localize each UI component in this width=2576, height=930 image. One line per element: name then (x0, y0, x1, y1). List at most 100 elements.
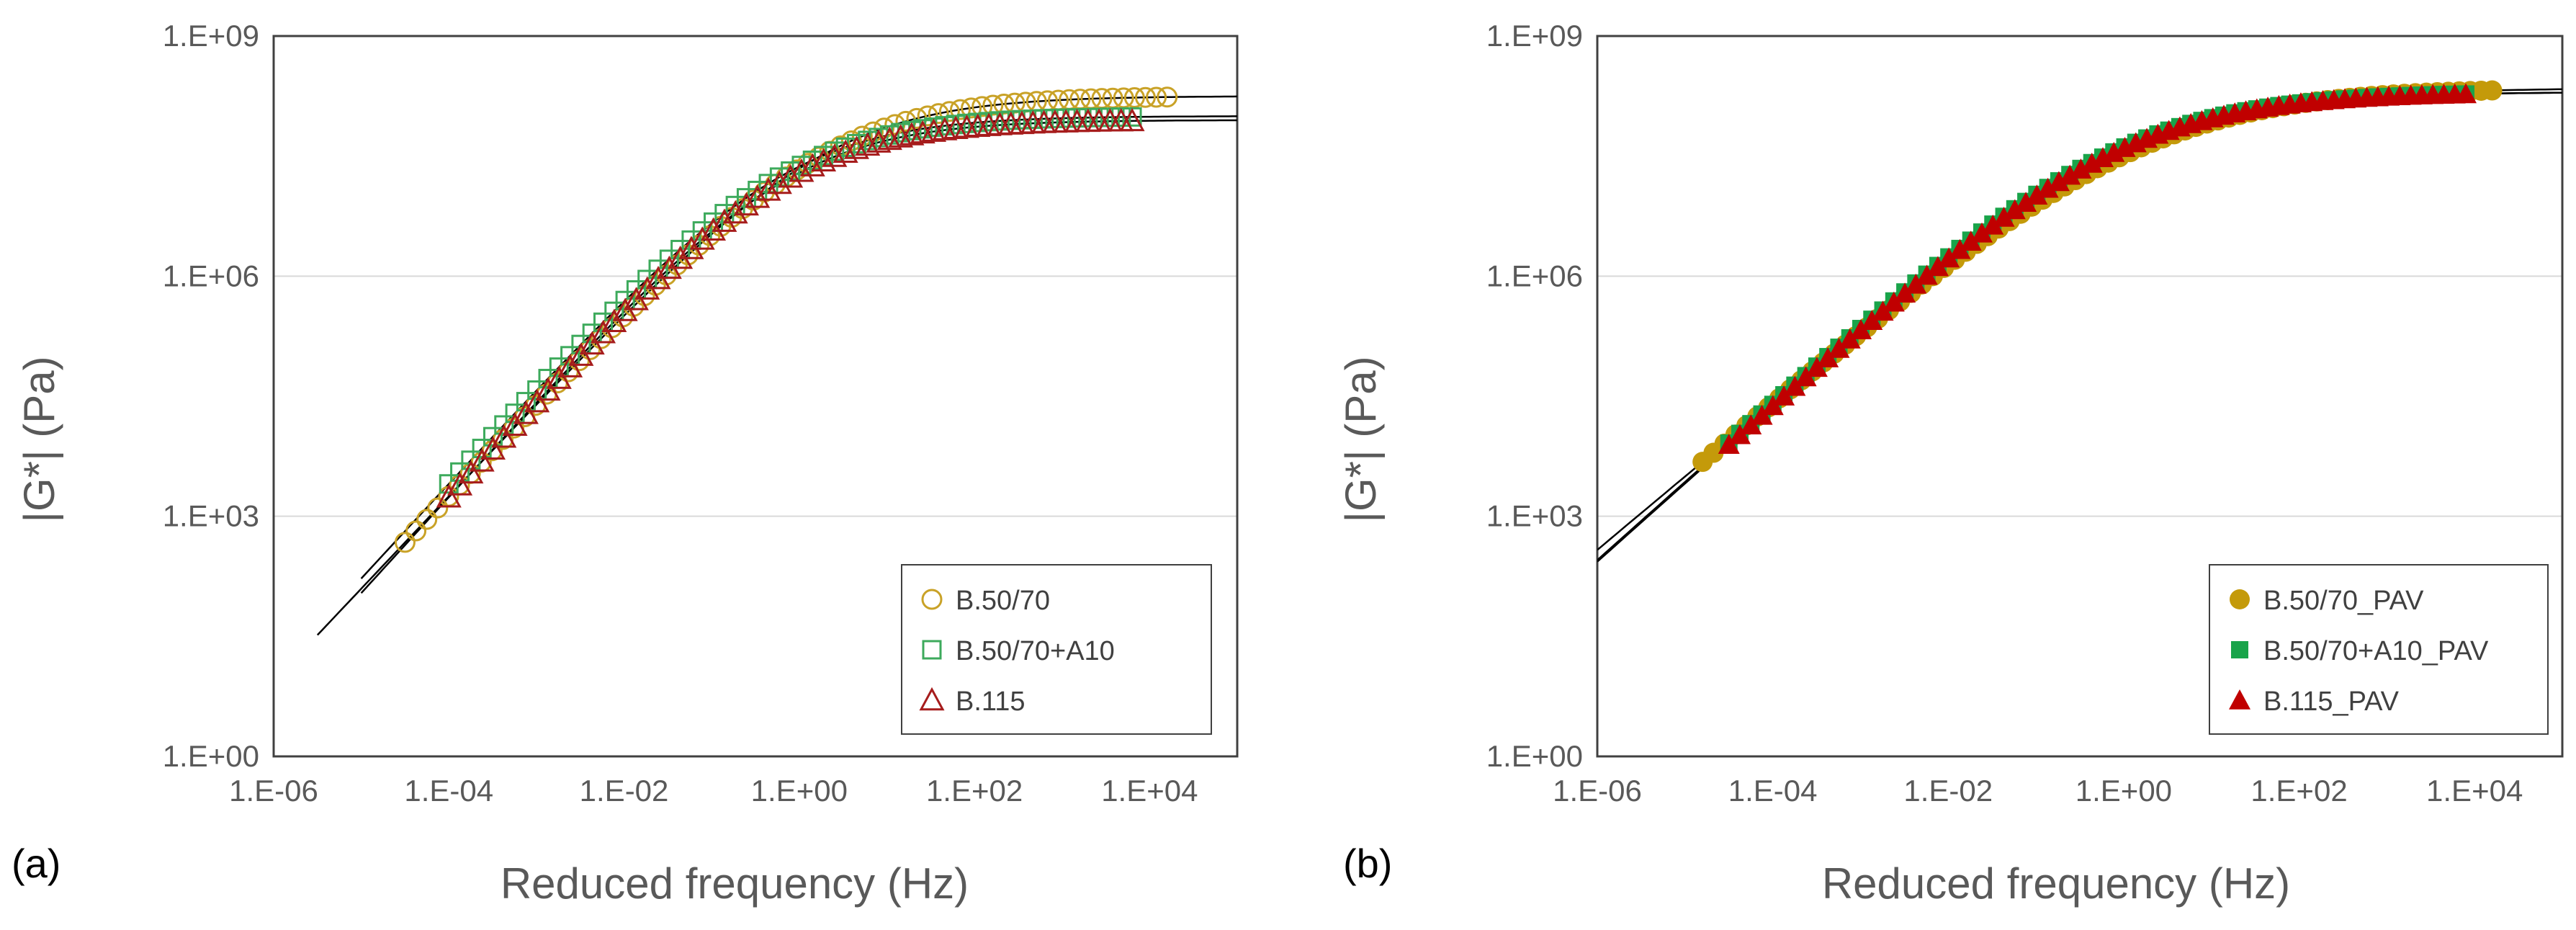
x-tick-label: 1.E+04 (2426, 774, 2523, 808)
data-point (982, 94, 1004, 116)
data-point (1119, 107, 1145, 132)
data-point (1882, 291, 1905, 312)
y-tick-label: 1.E+03 (1486, 499, 1583, 533)
data-point (1993, 207, 2015, 227)
legend-label: B.115_PAV (2263, 687, 2400, 717)
data-point (1894, 282, 1916, 303)
legend-box-a (901, 564, 1212, 735)
data-point (1784, 375, 1806, 396)
data-point (866, 129, 892, 153)
x-tick-label: 1.E+04 (1101, 774, 1198, 808)
data-point (480, 436, 506, 460)
legend-label: B.50/70 (956, 586, 1050, 616)
data-point (513, 401, 539, 424)
data-point (1123, 87, 1145, 109)
data-point (1817, 347, 1839, 367)
data-point (961, 97, 982, 119)
data-point (436, 484, 462, 508)
data-point (469, 448, 495, 472)
data-point (2003, 199, 2026, 220)
data-point (2455, 83, 2477, 104)
data-point (535, 377, 561, 401)
x-tick-label: 1.E-06 (1553, 774, 1642, 808)
data-point (2482, 80, 2503, 101)
y-tick-label: 1.E+06 (163, 259, 259, 292)
data-point (502, 412, 528, 437)
data-point (789, 158, 814, 182)
panel-label-b: (b) (1343, 841, 1392, 886)
data-point (1861, 310, 1883, 330)
data-point (733, 192, 759, 216)
data-point (766, 170, 792, 195)
data-point (822, 143, 848, 167)
data-point (1828, 338, 1850, 358)
data-point (701, 217, 727, 241)
x-tick-label: 1.E+00 (751, 774, 848, 808)
data-point (491, 424, 517, 448)
legend-marker (2231, 641, 2248, 658)
data-point (745, 184, 771, 208)
data-point (1839, 328, 1861, 349)
data-point (2059, 164, 2081, 185)
x-tick-label: 1.E-04 (404, 774, 493, 808)
legend-a: B.50/70 B.50/70+A10 B.115 (901, 564, 1212, 735)
data-point (1960, 231, 1982, 251)
data-point (1762, 395, 1784, 416)
data-point (928, 103, 949, 125)
data-point (405, 520, 427, 542)
data-point (1795, 366, 1817, 387)
legend-marker (921, 589, 943, 610)
data-point (1926, 256, 1949, 277)
fit-curve (1597, 88, 2562, 551)
legend-b: B.50/70_PAV B.50/70+A10_PAV B.115_PAV (2209, 564, 2549, 735)
plot-area-frame-b (1596, 35, 2564, 758)
x-tick-label: 1.E-02 (580, 774, 669, 808)
data-point (557, 354, 583, 377)
legend-marker (919, 687, 945, 711)
data-point (394, 532, 416, 553)
x-tick-label: 1.E-06 (229, 774, 318, 808)
x-tick-label: 1.E+02 (926, 774, 1023, 808)
x-axis-title-b: Reduced frequency (Hz) (1822, 859, 2290, 908)
data-point (825, 141, 845, 161)
data-point (2037, 177, 2059, 198)
data-point (1773, 385, 1795, 406)
data-point (524, 388, 550, 413)
x-tick-label: 1.E-04 (1728, 774, 1818, 808)
data-point (799, 153, 825, 176)
data-point (1740, 414, 1762, 435)
plot-area-frame-a (272, 35, 1239, 758)
data-point (2092, 147, 2114, 168)
data-point (971, 96, 993, 117)
data-point (1134, 86, 1156, 108)
data-point (1729, 424, 1751, 444)
data-point (568, 342, 594, 366)
y-axis-title-a: |G*| (Pa) (15, 356, 63, 522)
data-point (1971, 222, 1993, 243)
data-point (447, 472, 473, 496)
data-point (1949, 238, 1971, 259)
y-tick-label: 1.E+09 (1486, 19, 1583, 53)
legend-marker (2229, 689, 2250, 710)
data-point (1982, 214, 2004, 235)
data-point (1872, 300, 1894, 321)
y-tick-label: 1.E+00 (163, 739, 259, 773)
y-tick-label: 1.E+03 (163, 499, 259, 533)
data-point (846, 133, 866, 153)
y-axis-title-b: |G*| (Pa) (1337, 356, 1385, 522)
data-point (843, 135, 869, 159)
data-point (755, 177, 781, 201)
data-point (2015, 192, 2037, 212)
data-point (427, 497, 449, 519)
data-point (938, 101, 960, 122)
x-axis-title-a: Reduced frequency (Hz) (501, 859, 969, 908)
data-point (1718, 434, 1740, 454)
chart-panel-a: (a) Reduced frequency (Hz) |G*| (Pa) 1.E… (12, 19, 1239, 908)
fit-curve (360, 119, 1237, 594)
legend-label: B.115 (956, 687, 1025, 717)
data-point (1938, 247, 1960, 268)
y-tick-label: 1.E+00 (1486, 739, 1583, 773)
data-point (1146, 86, 1167, 108)
legend-marker (922, 640, 942, 660)
